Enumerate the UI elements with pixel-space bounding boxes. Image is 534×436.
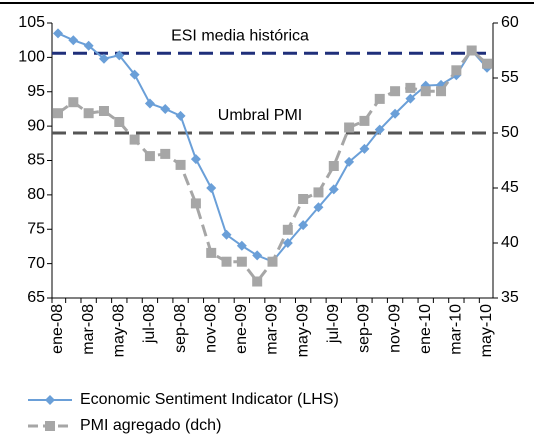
marker xyxy=(190,154,201,165)
marker xyxy=(221,229,232,240)
y-tick-label: 100 xyxy=(18,49,45,66)
x-tick-label: jul-08 xyxy=(141,304,158,344)
y-tick-label: 70 xyxy=(27,255,45,272)
x-tick-label: may-09 xyxy=(294,304,311,357)
marker xyxy=(436,86,447,97)
marker xyxy=(390,86,401,97)
marker xyxy=(53,28,63,39)
marker xyxy=(190,198,201,209)
marker xyxy=(313,187,324,198)
marker xyxy=(175,110,186,121)
marker xyxy=(282,224,293,235)
y-tick-label: 85 xyxy=(27,152,45,169)
legend-label: PMI agregado (dch) xyxy=(80,417,221,434)
reference-label: ESI media histórica xyxy=(171,27,309,44)
y-tick-label: 65 xyxy=(27,289,45,306)
x-tick-label: ene-09 xyxy=(233,304,250,354)
y-tick-label: 80 xyxy=(27,186,45,203)
marker xyxy=(282,238,293,248)
x-tick-label: sep-09 xyxy=(356,304,373,353)
y2-tick-label: 35 xyxy=(501,289,519,306)
marker xyxy=(420,86,431,97)
marker xyxy=(53,108,63,119)
marker xyxy=(144,151,155,162)
x-tick-label: mar-08 xyxy=(80,304,97,355)
marker xyxy=(313,202,324,213)
marker xyxy=(160,148,171,159)
marker xyxy=(252,250,263,261)
marker xyxy=(144,98,155,109)
y2-tick-label: 40 xyxy=(501,234,519,251)
marker xyxy=(129,69,140,80)
marker xyxy=(344,156,355,167)
marker xyxy=(206,247,217,258)
y2-tick-label: 50 xyxy=(501,124,519,141)
marker xyxy=(359,143,370,154)
marker xyxy=(98,53,109,64)
x-tick-label: nov-08 xyxy=(202,304,219,353)
legend-marker xyxy=(45,421,55,431)
marker xyxy=(98,106,109,116)
series-line xyxy=(57,32,488,263)
marker xyxy=(236,256,247,267)
marker xyxy=(328,184,339,195)
y-tick-label: 75 xyxy=(27,220,45,237)
x-tick-label: sep-08 xyxy=(172,304,189,353)
reference-label: Umbral PMI xyxy=(218,107,302,124)
x-tick-label: may-10 xyxy=(478,304,495,357)
marker xyxy=(252,276,263,287)
y-tick-label: 95 xyxy=(27,83,45,100)
marker xyxy=(374,124,385,135)
marker xyxy=(267,256,278,267)
marker xyxy=(129,134,140,145)
marker xyxy=(298,220,309,231)
legend-label: Economic Sentiment Indicator (LHS) xyxy=(80,391,339,408)
marker xyxy=(466,45,477,56)
marker xyxy=(405,93,416,104)
y2-tick-label: 60 xyxy=(501,14,519,31)
marker xyxy=(206,183,217,193)
x-tick-label: nov-09 xyxy=(386,304,403,353)
marker xyxy=(160,103,171,114)
marker xyxy=(374,93,385,104)
marker xyxy=(390,108,401,119)
x-tick-label: ene-08 xyxy=(49,304,66,354)
x-tick-label: ene-10 xyxy=(417,304,434,354)
marker xyxy=(344,122,355,133)
marker xyxy=(68,97,79,108)
marker xyxy=(221,256,232,267)
marker xyxy=(83,40,94,51)
x-tick-label: may-08 xyxy=(111,304,128,357)
y2-tick-label: 45 xyxy=(501,179,519,196)
y2-tick-label: 55 xyxy=(501,69,519,86)
marker xyxy=(175,159,186,170)
marker xyxy=(114,50,125,61)
marker xyxy=(298,194,309,204)
marker xyxy=(236,240,247,251)
y-tick-label: 90 xyxy=(27,117,45,134)
marker xyxy=(482,58,492,69)
marker xyxy=(451,65,462,76)
marker xyxy=(83,108,94,119)
marker xyxy=(114,117,125,127)
marker xyxy=(359,115,370,126)
x-tick-label: mar-09 xyxy=(264,304,281,355)
x-tick-label: mar-10 xyxy=(448,304,465,355)
marker xyxy=(405,82,416,93)
x-tick-label: jul-09 xyxy=(325,304,342,344)
marker xyxy=(68,35,79,46)
marker xyxy=(328,161,339,171)
legend-marker xyxy=(45,395,55,405)
y-tick-label: 105 xyxy=(18,14,45,31)
